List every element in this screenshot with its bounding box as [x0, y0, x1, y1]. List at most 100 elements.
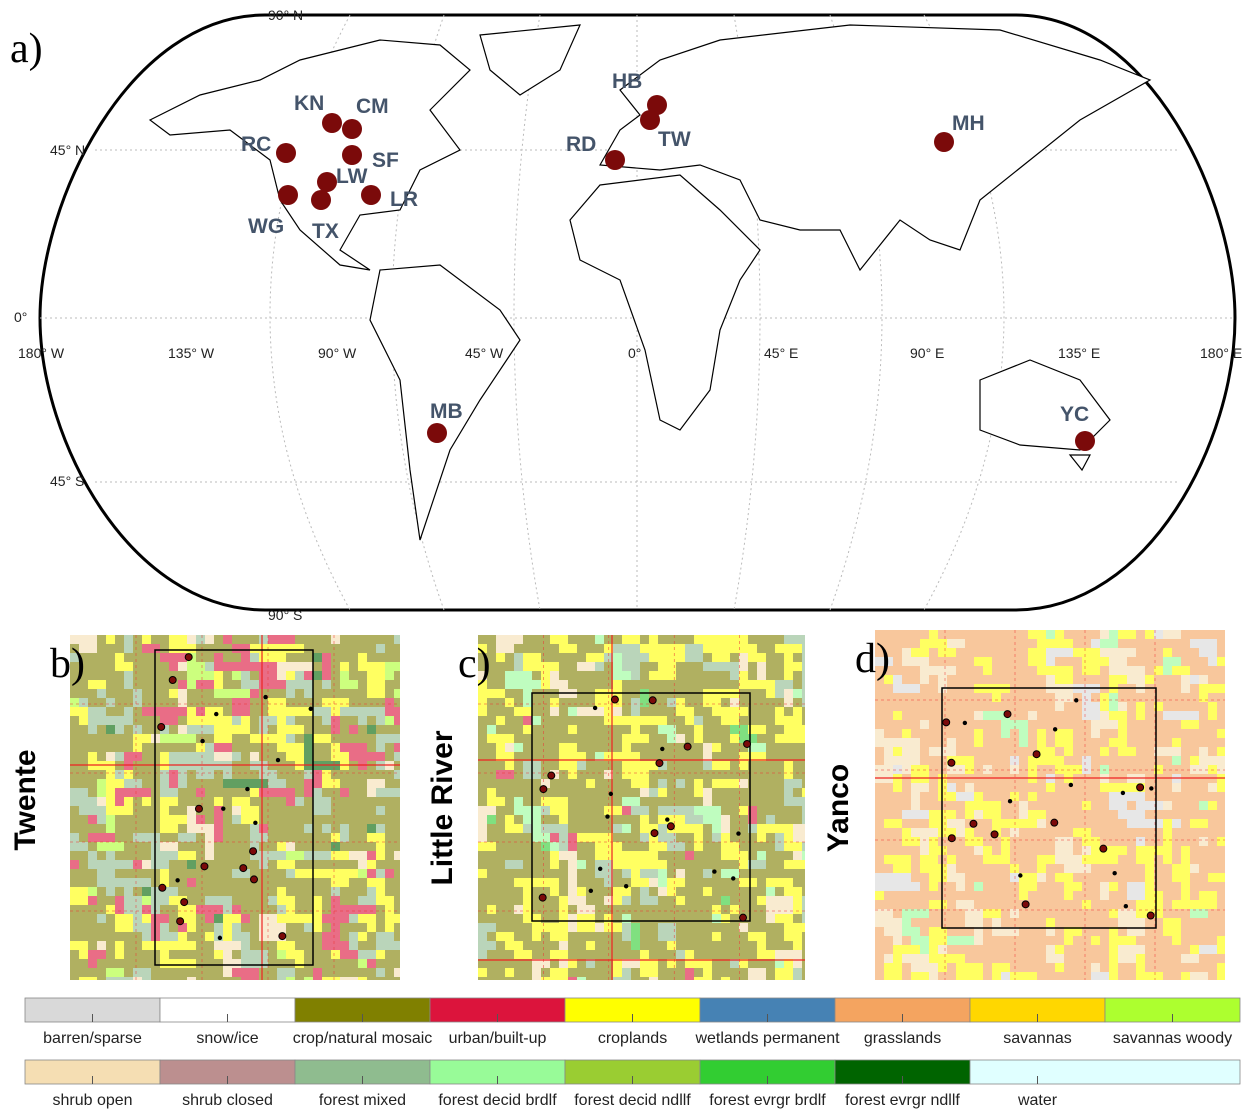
- land-cover-cell: [766, 851, 775, 860]
- land-cover-cell: [1055, 783, 1064, 792]
- land-cover-cell: [956, 837, 965, 846]
- land-cover-cell: [304, 932, 313, 941]
- land-cover-cell: [956, 864, 965, 873]
- lat-label: 90° S: [268, 607, 302, 623]
- lat-label: 0°: [14, 309, 27, 325]
- land-cover-cell: [541, 635, 550, 644]
- land-cover-cell: [938, 675, 947, 684]
- land-cover-cell: [1073, 963, 1082, 972]
- land-cover-cell: [685, 896, 694, 905]
- station: [195, 805, 202, 812]
- land-cover-cell: [1019, 783, 1028, 792]
- land-cover-cell: [532, 779, 541, 788]
- legend-label: crop/natural mosaic: [293, 1030, 433, 1047]
- land-cover-cell: [79, 959, 88, 968]
- land-cover-cell: [142, 851, 151, 860]
- land-cover-cell: [983, 756, 992, 765]
- land-cover-cell: [196, 896, 205, 905]
- land-cover-cell: [938, 666, 947, 675]
- land-cover-cell: [568, 662, 577, 671]
- land-cover-cell: [151, 977, 160, 980]
- land-cover-cell: [1163, 765, 1172, 774]
- land-cover-cell: [802, 896, 805, 905]
- land-cover-cell: [1109, 963, 1118, 972]
- land-cover-cell: [1145, 945, 1154, 954]
- land-cover-cell: [640, 680, 649, 689]
- land-cover-cell: [568, 680, 577, 689]
- land-cover-cell: [187, 635, 196, 644]
- land-cover-cell: [1010, 756, 1019, 765]
- land-cover-cell: [214, 824, 223, 833]
- land-cover-cell: [1181, 648, 1190, 657]
- land-cover-cell: [992, 648, 1001, 657]
- land-cover-cell: [142, 815, 151, 824]
- land-cover-cell: [1037, 720, 1046, 729]
- land-cover-cell: [902, 747, 911, 756]
- land-cover-cell: [802, 977, 805, 980]
- land-cover-cell: [694, 896, 703, 905]
- land-cover-cell: [268, 824, 277, 833]
- land-cover-cell: [586, 635, 595, 644]
- land-cover-cell: [1046, 756, 1055, 765]
- land-cover-cell: [992, 693, 1001, 702]
- land-cover-cell: [577, 932, 586, 941]
- land-cover-cell: [685, 662, 694, 671]
- land-cover-cell: [577, 851, 586, 860]
- land-cover-cell: [1100, 756, 1109, 765]
- land-cover-cell: [784, 635, 793, 644]
- land-cover-cell: [1190, 675, 1199, 684]
- land-cover-cell: [88, 689, 97, 698]
- land-cover-cell: [676, 635, 685, 644]
- land-cover-cell: [1010, 747, 1019, 756]
- land-cover-cell: [712, 932, 721, 941]
- land-cover-cell: [313, 680, 322, 689]
- land-cover-cell: [1082, 873, 1091, 882]
- land-cover-cell: [259, 734, 268, 743]
- land-cover-cell: [893, 837, 902, 846]
- land-cover-cell: [295, 968, 304, 977]
- land-cover-cell: [1046, 891, 1055, 900]
- land-cover-cell: [214, 941, 223, 950]
- land-cover-cell: [124, 680, 133, 689]
- land-cover-cell: [295, 689, 304, 698]
- land-cover-cell: [124, 833, 133, 842]
- land-cover-cell: [124, 734, 133, 743]
- land-cover-cell: [965, 810, 974, 819]
- land-cover-cell: [640, 968, 649, 977]
- land-cover-cell: [902, 738, 911, 747]
- land-cover-cell: [295, 815, 304, 824]
- land-cover-cell: [358, 815, 367, 824]
- land-cover-cell: [1145, 792, 1154, 801]
- land-cover-cell: [313, 968, 322, 977]
- land-cover-cell: [739, 950, 748, 959]
- land-cover-cell: [1001, 666, 1010, 675]
- land-cover-cell: [893, 810, 902, 819]
- land-cover-cell: [79, 743, 88, 752]
- land-cover-cell: [277, 743, 286, 752]
- land-cover-cell: [505, 761, 514, 770]
- land-cover-cell: [559, 707, 568, 716]
- land-cover-cell: [124, 950, 133, 959]
- land-cover-cell: [577, 869, 586, 878]
- land-cover-cell: [784, 914, 793, 923]
- land-cover-cell: [757, 860, 766, 869]
- land-cover-cell: [79, 914, 88, 923]
- land-cover-cell: [223, 815, 232, 824]
- land-cover-cell: [241, 932, 250, 941]
- land-cover-cell: [487, 797, 496, 806]
- land-cover-cell: [631, 941, 640, 950]
- land-cover-cell: [920, 864, 929, 873]
- station: [1004, 711, 1011, 718]
- land-cover-cell: [640, 896, 649, 905]
- land-cover-cell: [241, 653, 250, 662]
- land-cover-cell: [730, 806, 739, 815]
- land-cover-cell: [160, 635, 169, 644]
- site-marker: [640, 110, 660, 130]
- land-cover-cell: [532, 644, 541, 653]
- land-cover-cell: [658, 932, 667, 941]
- land-cover-cell: [160, 698, 169, 707]
- land-cover-cell: [313, 914, 322, 923]
- land-cover-cell: [286, 635, 295, 644]
- land-cover-cell: [532, 905, 541, 914]
- land-cover-cell: [550, 788, 559, 797]
